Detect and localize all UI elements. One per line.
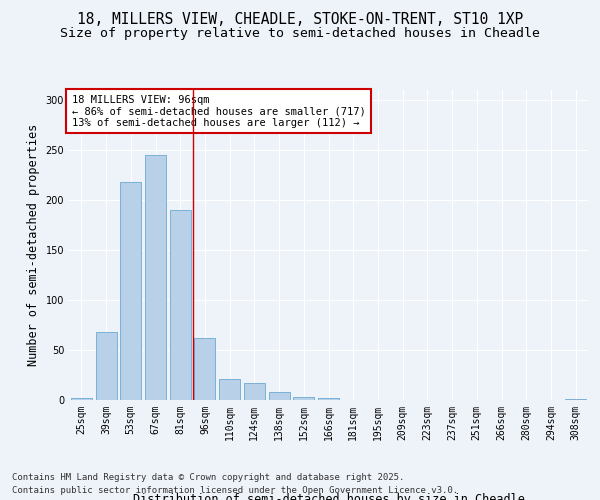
Bar — [318, 398, 339, 400]
Text: Contains public sector information licensed under the Open Government Licence v3: Contains public sector information licen… — [12, 486, 458, 495]
Bar — [269, 392, 290, 400]
Bar — [244, 383, 265, 400]
Text: 18 MILLERS VIEW: 96sqm
← 86% of semi-detached houses are smaller (717)
13% of se: 18 MILLERS VIEW: 96sqm ← 86% of semi-det… — [71, 94, 365, 128]
Bar — [95, 332, 116, 400]
Y-axis label: Number of semi-detached properties: Number of semi-detached properties — [27, 124, 40, 366]
Bar — [219, 379, 240, 400]
Text: 18, MILLERS VIEW, CHEADLE, STOKE-ON-TRENT, ST10 1XP: 18, MILLERS VIEW, CHEADLE, STOKE-ON-TREN… — [77, 12, 523, 28]
Bar — [145, 155, 166, 400]
Bar — [120, 182, 141, 400]
Bar — [565, 399, 586, 400]
Text: Size of property relative to semi-detached houses in Cheadle: Size of property relative to semi-detach… — [60, 28, 540, 40]
Bar — [170, 210, 191, 400]
X-axis label: Distribution of semi-detached houses by size in Cheadle: Distribution of semi-detached houses by … — [133, 493, 524, 500]
Bar — [194, 338, 215, 400]
Bar — [293, 397, 314, 400]
Text: Contains HM Land Registry data © Crown copyright and database right 2025.: Contains HM Land Registry data © Crown c… — [12, 474, 404, 482]
Bar — [71, 398, 92, 400]
